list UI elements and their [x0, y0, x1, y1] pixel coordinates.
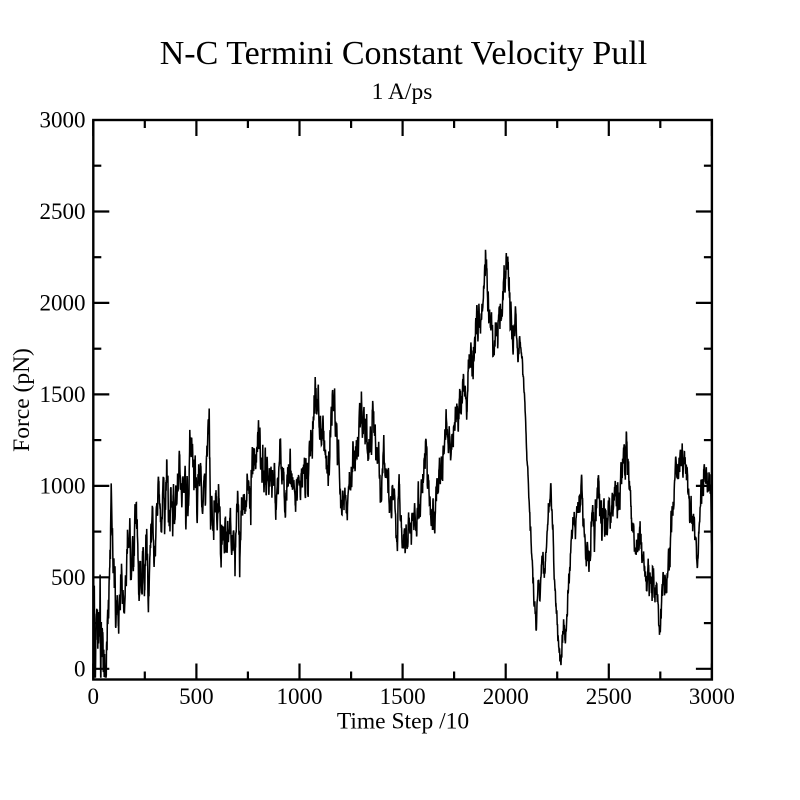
svg-text:3000: 3000 [689, 684, 735, 709]
svg-text:Time Step /10: Time Step /10 [337, 709, 469, 735]
svg-text:1000: 1000 [277, 684, 323, 709]
svg-text:0: 0 [74, 656, 86, 681]
svg-text:1500: 1500 [40, 382, 86, 407]
svg-text:1500: 1500 [380, 684, 426, 709]
svg-text:N-C Termini Constant Velocity: N-C Termini Constant Velocity Pull [160, 35, 647, 72]
svg-text:3000: 3000 [40, 108, 86, 133]
svg-text:2000: 2000 [40, 291, 86, 316]
svg-text:2500: 2500 [586, 684, 632, 709]
svg-text:2000: 2000 [483, 684, 529, 709]
svg-text:1 A/ps: 1 A/ps [372, 79, 433, 105]
svg-text:2500: 2500 [40, 199, 86, 224]
svg-text:500: 500 [179, 684, 214, 709]
svg-text:1000: 1000 [40, 474, 86, 499]
svg-text:Force (pN): Force (pN) [9, 348, 35, 452]
svg-text:0: 0 [88, 684, 100, 709]
svg-text:500: 500 [51, 565, 86, 590]
